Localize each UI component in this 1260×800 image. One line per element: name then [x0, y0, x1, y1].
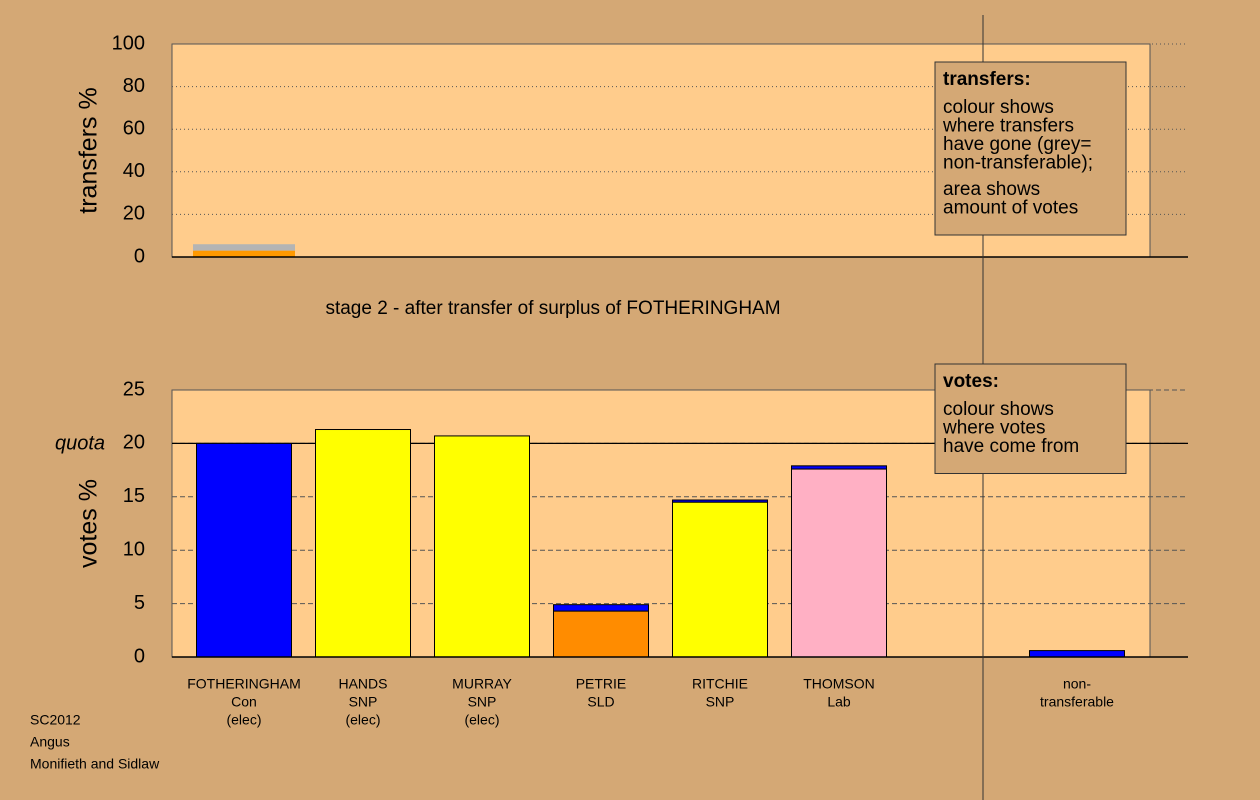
- x-tick-label: (elec): [226, 712, 261, 728]
- footer-text: Angus: [30, 734, 70, 750]
- y-tick-label: 100: [112, 32, 145, 54]
- x-tick-label: HANDS: [338, 676, 387, 692]
- annotation-text: colour shows: [943, 399, 1054, 420]
- bar-segment: [315, 429, 411, 658]
- bar-segment: [193, 244, 295, 251]
- y-tick-label: 80: [123, 75, 145, 97]
- x-tick-label: MURRAY: [452, 676, 512, 692]
- x-tick-label: Con: [231, 694, 257, 710]
- footer-text: SC2012: [30, 712, 81, 728]
- annotation-text: non-transferable);: [943, 153, 1093, 174]
- x-tick-label: SNP: [349, 694, 378, 710]
- annotation-text: where votes: [942, 418, 1045, 439]
- annotation-text: where transfers: [942, 116, 1074, 137]
- annotation-box: [934, 363, 1127, 474]
- bar-segment: [434, 435, 530, 658]
- y-tick-label: 15: [123, 485, 145, 507]
- x-tick-label: transferable: [1040, 694, 1114, 710]
- bar-segment: [791, 468, 887, 658]
- bar-segment: [553, 604, 649, 612]
- annotation-text: amount of votes: [943, 198, 1078, 219]
- bar-segment: [791, 465, 887, 470]
- x-tick-label: non-: [1063, 676, 1091, 692]
- x-tick-label: THOMSON: [803, 676, 875, 692]
- x-tick-label: Lab: [827, 694, 851, 710]
- y-tick-label: 0: [134, 645, 145, 667]
- y-tick-label: 0: [134, 245, 145, 267]
- bar-segment: [193, 250, 295, 257]
- annotation-text: colour shows: [943, 97, 1054, 118]
- y-tick-label: 20: [123, 432, 145, 454]
- y-tick-label: 25: [123, 378, 145, 400]
- footer-text: Monifieth and Sidlaw: [30, 756, 160, 772]
- y-tick-label: 5: [134, 592, 145, 614]
- annotation-text: have come from: [943, 436, 1079, 457]
- quota-label: quota: [55, 433, 105, 455]
- bar-segment: [672, 501, 768, 658]
- annotation-title: transfers:: [943, 69, 1031, 90]
- bar-segment: [553, 610, 649, 658]
- y-axis-title: votes %: [75, 479, 103, 568]
- x-tick-label: (elec): [345, 712, 380, 728]
- y-tick-label: 20: [123, 203, 145, 225]
- x-tick-label: SNP: [706, 694, 735, 710]
- chart-title: stage 2 - after transfer of surplus of F…: [325, 298, 780, 319]
- bar-segment: [196, 442, 292, 658]
- bar-segment: [672, 499, 768, 503]
- y-tick-label: 60: [123, 117, 145, 139]
- x-tick-label: SLD: [587, 694, 614, 710]
- x-tick-label: RITCHIE: [692, 676, 748, 692]
- x-tick-label: FOTHERINGHAM: [187, 676, 301, 692]
- annotation-text: area shows: [943, 179, 1040, 200]
- bar-segment: [1029, 650, 1125, 658]
- annotation-title: votes:: [943, 371, 999, 392]
- y-axis-title: transfers %: [75, 87, 103, 213]
- annotation-text: have gone (grey=: [943, 134, 1091, 155]
- y-tick-label: 40: [123, 160, 145, 182]
- x-tick-label: PETRIE: [576, 676, 627, 692]
- annotation-box: [934, 61, 1127, 236]
- x-tick-label: (elec): [464, 712, 499, 728]
- y-tick-label: 10: [123, 538, 145, 560]
- x-tick-label: SNP: [468, 694, 497, 710]
